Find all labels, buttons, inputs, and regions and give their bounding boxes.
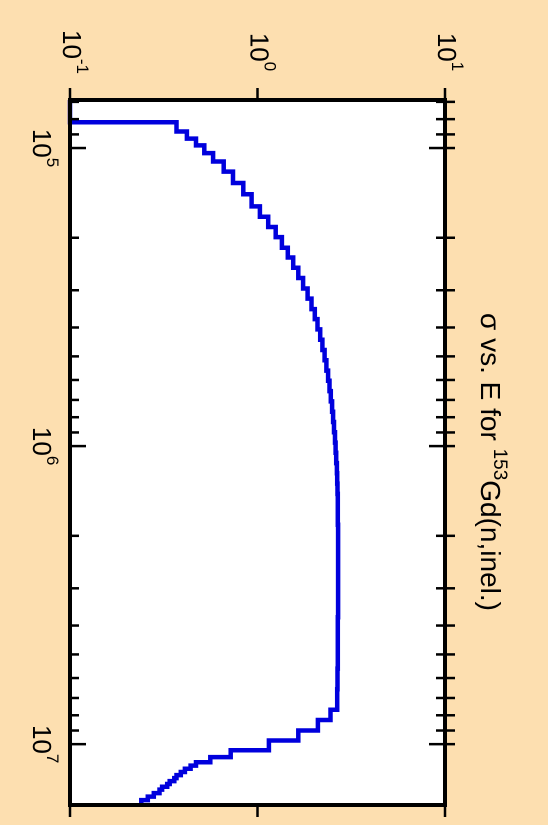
y-tick-label-base: 10 <box>245 33 275 62</box>
y-tick-label-text: 10-1 <box>57 30 91 74</box>
x-tick-label-base: 10 <box>27 129 57 158</box>
x-tick-label: 105 <box>27 129 61 167</box>
x-tick-label-exponent: 7 <box>43 754 62 763</box>
chart-title-prefix: σ vs. E for <box>475 313 506 449</box>
chart-title-text: σ vs. E for 153Gd(n,inel.) <box>475 313 510 611</box>
y-tick-label: 101 <box>432 33 466 71</box>
y-tick-label-text: 100 <box>245 33 279 71</box>
chart-title: σ vs. E for 153Gd(n,inel.) <box>475 313 510 611</box>
plot-frame <box>68 98 447 807</box>
series-line <box>67 100 341 805</box>
x-tick-label-base: 10 <box>27 725 57 754</box>
x-tick-label: 106 <box>27 427 61 465</box>
x-tick-label-text: 106 <box>27 427 61 465</box>
y-tick-label-text: 101 <box>432 33 466 71</box>
y-tick-label-base: 10 <box>57 30 87 59</box>
plot-area <box>70 100 445 805</box>
y-tick-label-exponent: 0 <box>260 62 279 71</box>
y-tick-label: 100 <box>245 33 279 71</box>
x-tick-label-exponent: 6 <box>43 456 62 465</box>
y-tick-label-exponent: 1 <box>448 62 467 71</box>
x-tick-label-base: 10 <box>27 427 57 456</box>
chart-title-mass: 153 <box>489 449 510 481</box>
y-tick-label: 10-1 <box>57 30 91 74</box>
x-tick-label-text: 105 <box>27 129 61 167</box>
x-tick-label-text: 107 <box>27 725 61 763</box>
x-tick-label: 107 <box>27 725 61 763</box>
y-tick-label-base: 10 <box>432 33 462 62</box>
chart-title-suffix: Gd(n,inel.) <box>475 480 506 611</box>
x-tick-label-exponent: 5 <box>43 158 62 167</box>
y-tick-label-exponent: -1 <box>73 59 92 74</box>
